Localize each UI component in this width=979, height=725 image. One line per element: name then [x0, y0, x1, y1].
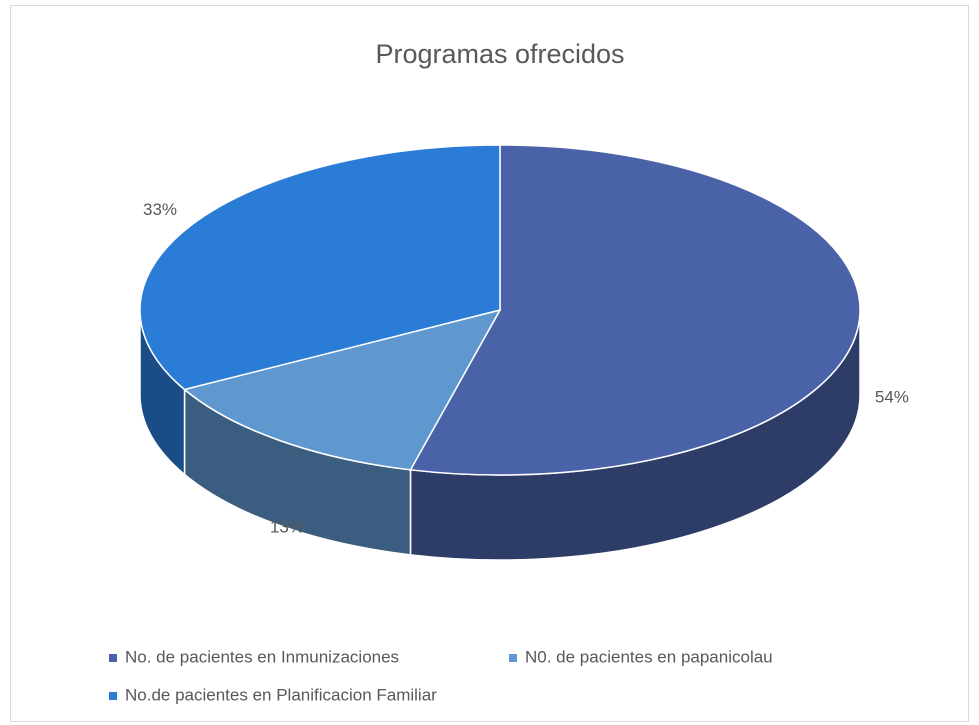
legend-label: No. de pacientes en Inmunizaciones	[125, 647, 399, 666]
legend-swatch	[109, 654, 117, 662]
legend-label: No.de pacientes en Planificacion Familia…	[125, 685, 437, 704]
data-label: 54%	[875, 388, 909, 407]
chart-title: Programas ofrecidos	[375, 39, 624, 69]
pie-slice	[409, 144, 861, 476]
pie-slice	[182, 308, 502, 471]
legend-swatch	[509, 654, 517, 662]
data-label: 33%	[143, 200, 177, 219]
legend-swatch	[109, 692, 117, 700]
legend-label: N0. de pacientes en papanicolau	[525, 647, 773, 666]
pie-slice	[139, 144, 501, 391]
data-label: 13%	[270, 517, 304, 536]
